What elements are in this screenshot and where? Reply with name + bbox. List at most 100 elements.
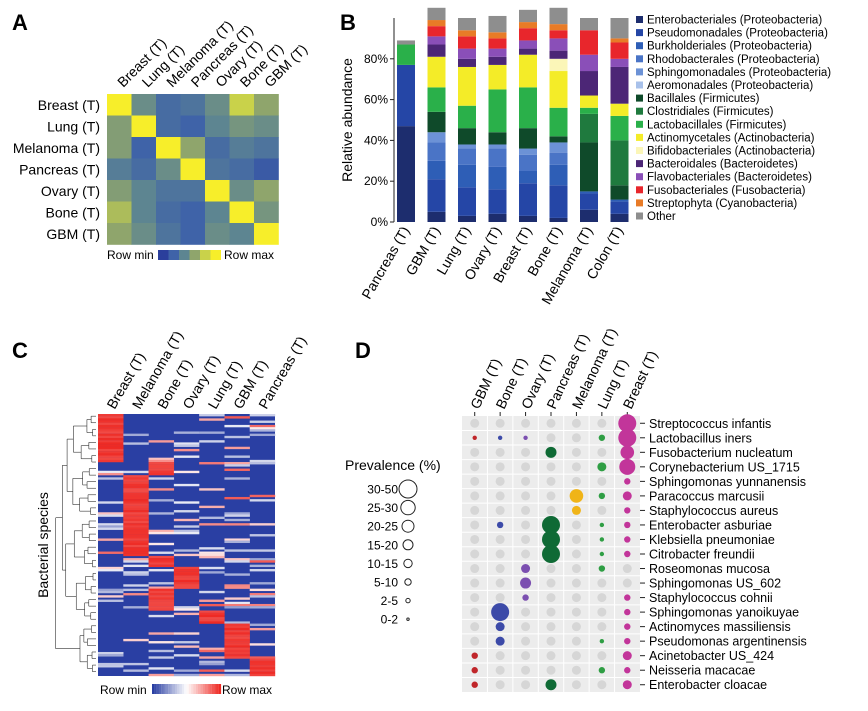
heatmap-cell <box>131 180 157 202</box>
heatmap-cell <box>156 223 181 245</box>
bar-segment <box>610 42 629 59</box>
bar-segment <box>580 30 598 55</box>
bar-segment <box>549 142 568 153</box>
heatmap-cell <box>148 558 175 561</box>
heatmap-cell <box>107 137 132 159</box>
legend-swatch <box>202 684 205 694</box>
dot-empty <box>597 578 607 588</box>
heatmap-cell <box>254 223 279 245</box>
heatmap-cell <box>156 201 181 224</box>
species-label: Roseomonas mucosa <box>649 562 770 576</box>
species-label: Citrobacter freundii <box>649 548 755 562</box>
column-label: Breast (T) <box>620 348 661 411</box>
heatmap-cell <box>173 673 200 677</box>
dot-empty <box>470 476 480 486</box>
heatmap-cell <box>123 490 149 493</box>
dot-empty <box>521 534 531 544</box>
species-label: Lactobacillus iners <box>649 431 752 445</box>
bar-segment <box>488 148 507 167</box>
heatmap-cell <box>180 180 206 202</box>
heatmap-cell <box>199 571 225 574</box>
heatmap-cell <box>123 516 149 519</box>
heatmap-cell <box>224 560 250 563</box>
panel-a-heatmap: Breast (T)Breast (T)Lung (T)Lung (T)Mela… <box>13 17 310 262</box>
bar-segment <box>397 64 415 127</box>
dot-point <box>624 667 631 674</box>
heatmap-cell <box>205 94 230 116</box>
legend-size-dot <box>400 499 416 516</box>
legend-label: Bacillales (Firmicutes) <box>647 93 760 105</box>
heatmap-cell <box>224 656 250 659</box>
dot-empty <box>571 549 581 559</box>
heatmap-cell <box>199 431 225 434</box>
heatmap-cell <box>98 472 124 476</box>
dot-empty <box>597 447 607 457</box>
legend-swatch <box>636 199 643 207</box>
heatmap-cell <box>98 422 124 426</box>
heatmap-cell <box>148 569 175 572</box>
legend-swatch <box>158 250 169 260</box>
heatmap-cell <box>123 486 149 489</box>
dot-point <box>624 536 631 543</box>
legend-swatch <box>636 16 643 23</box>
heatmap-cell <box>199 516 225 519</box>
bar-segment <box>427 160 446 180</box>
heatmap-cell <box>148 608 175 611</box>
dot-empty <box>546 593 556 603</box>
heatmap-cell <box>123 505 149 509</box>
dot-empty <box>546 462 556 472</box>
heatmap-cell <box>249 665 276 668</box>
legend-swatch <box>188 684 192 694</box>
legend-size-dot <box>403 558 413 569</box>
legend-swatch <box>216 684 219 694</box>
heatmap-cell <box>98 444 124 447</box>
heatmap-cell <box>173 612 200 616</box>
bar-segment <box>488 166 507 190</box>
bar-segment <box>427 211 446 222</box>
heatmap-cell <box>123 538 149 541</box>
heatmap-cell <box>199 673 225 677</box>
heatmap-cell <box>224 649 250 653</box>
legend-swatch <box>191 684 194 694</box>
dot-point <box>471 667 478 674</box>
bar-segment <box>580 142 598 192</box>
heatmap-cell <box>173 573 200 576</box>
heatmap-cell <box>123 558 149 561</box>
heatmap-cell <box>199 662 225 666</box>
bar-segment <box>519 28 537 41</box>
dot-empty <box>495 665 505 675</box>
dot-empty <box>521 636 531 646</box>
heatmap-cell <box>148 603 175 607</box>
dot-point <box>495 636 505 646</box>
heatmap-cell <box>123 588 149 592</box>
heatmap-cell <box>98 451 124 454</box>
heatmap-cell <box>224 669 250 672</box>
legend-label: Rhodobacterales (Proteobacteria) <box>647 54 820 66</box>
heatmap-cell <box>224 496 250 500</box>
legend-swatch <box>154 684 157 694</box>
bar-segment <box>610 103 629 116</box>
bar-segment <box>580 18 598 31</box>
row-label: Ovary (T) <box>41 183 100 199</box>
heatmap-cell <box>173 483 200 487</box>
species-label: Actinomyces massiliensis <box>649 620 791 634</box>
heatmap-cell <box>249 420 276 423</box>
heatmap-cell <box>98 588 124 592</box>
legend-swatch <box>152 684 155 694</box>
heatmap-cell <box>249 523 276 526</box>
panel-c-heatmap: Breast (T)Melanoma (T)Bone (T)Ovary (T)L… <box>35 328 309 697</box>
dot-point <box>619 458 636 475</box>
dot-empty <box>571 462 581 472</box>
dot-point <box>472 435 477 440</box>
dot-empty <box>546 651 556 661</box>
y-tick-label: 60% <box>364 93 388 107</box>
heatmap-cell <box>173 518 200 522</box>
dot-empty <box>470 491 480 501</box>
legend-swatch <box>168 250 179 260</box>
heatmap-cell <box>199 551 225 554</box>
heatmap-cell <box>224 627 250 631</box>
heatmap-cell <box>98 654 124 657</box>
dot-empty <box>470 447 480 457</box>
heatmap-cell <box>148 542 175 546</box>
heatmap-cell <box>148 440 175 443</box>
